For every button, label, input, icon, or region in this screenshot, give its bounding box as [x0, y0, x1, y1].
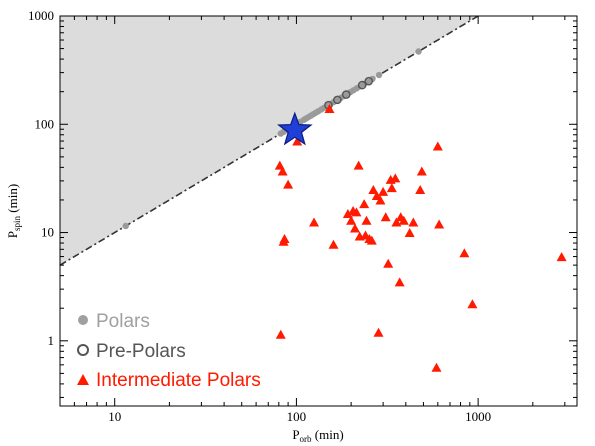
intermediate-polar-point — [556, 252, 567, 262]
intermediate-polar-point — [390, 173, 401, 183]
intermediate-polar-point — [394, 277, 405, 287]
intermediate-polar-point — [328, 239, 339, 249]
intermediate-polar-point — [375, 195, 386, 205]
intermediate-polar-point — [279, 234, 290, 244]
intermediate-polar-point — [349, 223, 360, 233]
x-tick-label: 100 — [287, 409, 307, 424]
intermediate-polar-point — [404, 228, 415, 238]
polar-point — [369, 75, 376, 83]
pre-polar-point — [364, 76, 374, 86]
intermediate-polar-point — [398, 215, 409, 225]
x-tick-label: 10 — [108, 409, 121, 424]
intermediate-polar-point — [324, 103, 335, 113]
pre-polar-point — [341, 90, 351, 99]
legend-entry-pre-polars: Pre-Polars — [77, 341, 186, 362]
intermediate-polar-point — [361, 215, 372, 225]
intermediate-polar-point — [351, 207, 362, 217]
pre-polar-point — [333, 95, 342, 105]
intermediate-polar-point — [346, 215, 357, 225]
axes: 10 100 1000 1 10 100 1000 — [28, 8, 578, 424]
intermediate-polar-point — [368, 184, 379, 194]
intermediate-polar-point — [380, 212, 391, 222]
highlight-star — [277, 111, 313, 146]
polar-point — [415, 48, 422, 55]
x-axis-label: Porb (min) — [292, 427, 343, 444]
intermediate-polar-point — [415, 184, 426, 194]
intermediate-polar-point — [373, 327, 384, 337]
y-tick-label: 100 — [35, 116, 55, 131]
y-tick-label: 1 — [48, 333, 55, 348]
intermediate-polar-point — [408, 217, 419, 227]
intermediate-polar-point — [431, 362, 442, 372]
intermediate-polar-point — [277, 166, 288, 176]
legend: Polars Pre-Polars Intermediate Polars — [77, 311, 261, 391]
plot-area — [60, 16, 567, 372]
y-tick-label: 1000 — [28, 8, 54, 23]
series-intermediate-polars — [274, 103, 567, 372]
y-tick-label: 10 — [41, 225, 54, 240]
intermediate-polar-point — [391, 217, 402, 227]
intermediate-polar-point — [386, 183, 397, 193]
plot-frame — [59, 15, 578, 407]
polar-point — [122, 222, 129, 230]
legend-label-intermediate-polars: Intermediate Polars — [96, 370, 261, 391]
intermediate-polar-point — [359, 199, 370, 209]
legend-label-polars: Polars — [96, 311, 150, 332]
legend-label-pre-polars: Pre-Polars — [96, 341, 186, 362]
intermediate-polar-point — [459, 248, 470, 258]
intermediate-polar-point — [366, 235, 377, 245]
intermediate-polar-point — [383, 258, 394, 268]
intermediate-polar-point — [283, 179, 294, 189]
intermediate-polar-point — [416, 166, 427, 176]
sync-line — [60, 16, 479, 266]
plot-content — [60, 16, 567, 372]
intermediate-polar-point — [434, 219, 445, 229]
intermediate-polar-point — [275, 329, 286, 339]
series-pre-polars — [324, 76, 374, 110]
intermediate-polar-point — [378, 186, 389, 196]
legend-marker-polars — [78, 315, 88, 325]
polar-point — [375, 71, 383, 79]
legend-entry-polars: Polars — [78, 311, 150, 332]
y-axis-label: Pspin (min) — [5, 184, 22, 238]
intermediate-polar-point — [292, 136, 303, 146]
legend-entry-intermediate-polars: Intermediate Polars — [77, 370, 261, 391]
legend-marker-intermediate-polars — [77, 374, 89, 385]
legend-marker-pre-polars — [77, 344, 89, 356]
x-tick-label: 1000 — [465, 409, 491, 424]
intermediate-polar-point — [342, 208, 353, 218]
intermediate-polar-point — [353, 160, 364, 170]
intermediate-polar-point — [467, 299, 478, 309]
intermediate-polar-point — [309, 217, 320, 227]
intermediate-polar-point — [432, 141, 443, 151]
pre-polar-point — [357, 80, 367, 90]
